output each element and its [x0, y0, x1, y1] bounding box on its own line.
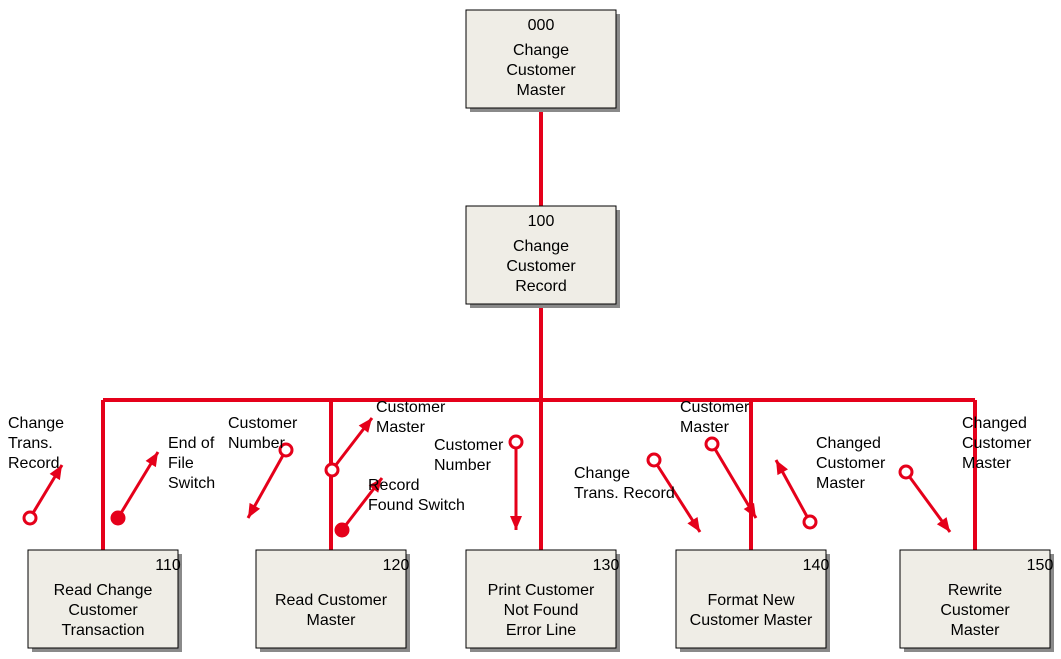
annotation-text: Customer	[962, 435, 1032, 452]
module-label: Customer	[506, 62, 576, 79]
data-couple-arrow-changed-cust-master-2	[900, 466, 950, 532]
module-label: Format New	[707, 592, 795, 609]
module-id: 100	[528, 213, 555, 230]
module-label: Record	[515, 278, 567, 295]
data-couple-label-record-found-switch: Record Found Switch	[368, 477, 465, 514]
module-box-000: 000 Change Customer Master	[466, 10, 620, 112]
module-label: Customer	[68, 602, 138, 619]
annotation-text: Customer	[680, 399, 750, 416]
annotation-text: Change	[574, 465, 630, 482]
annotation-text: Changed	[816, 435, 881, 452]
annotation-text: Change	[8, 415, 64, 432]
annotation-text: Master	[680, 419, 730, 436]
module-label: Print Customer	[488, 582, 595, 599]
annotation-text: Switch	[168, 475, 215, 492]
data-couple-arrow-change-trans-record-1	[24, 465, 62, 524]
annotation-text: Number	[434, 457, 492, 474]
data-couple-arrow-customer-number-1	[248, 444, 292, 518]
module-box-120: 120 Read Customer Master	[256, 550, 410, 652]
annotation-text: Changed	[962, 415, 1027, 432]
module-label: Not Found	[504, 602, 579, 619]
module-label: Transaction	[62, 622, 145, 639]
annotation-text: Master	[376, 419, 426, 436]
data-couple-arrow-end-of-file-switch	[112, 452, 158, 524]
module-box-130: 130 Print Customer Not Found Error Line	[466, 550, 620, 652]
annotation-text: Master	[962, 455, 1012, 472]
annotation-text: Customer	[816, 455, 886, 472]
annotation-text: Trans.	[8, 435, 53, 452]
annotation-text: File	[168, 455, 194, 472]
data-couple-arrow-customer-master-2	[706, 438, 756, 518]
module-label: Change	[513, 238, 569, 255]
module-box-140: 140 Format New Customer Master	[676, 550, 830, 652]
data-couple-label-change-trans-record-1: Change Trans. Record	[8, 415, 64, 472]
annotation-text: End of	[168, 435, 215, 452]
annotation-text: Trans. Record	[574, 485, 675, 502]
module-label: Change	[513, 42, 569, 59]
module-id: 000	[528, 17, 555, 34]
data-couple-arrow-changed-cust-master-1	[776, 460, 816, 528]
module-id: 120	[383, 557, 410, 574]
module-box-150: 150 Rewrite Customer Master	[900, 550, 1054, 652]
data-couple-arrow-customer-number-2	[510, 436, 522, 530]
module-label: Customer	[940, 602, 1010, 619]
module-label: Master	[951, 622, 1001, 639]
module-box-100: 100 Change Customer Record	[466, 206, 620, 308]
data-couple-label-customer-master-2: Customer Master	[680, 399, 750, 436]
module-label: Master	[517, 82, 567, 99]
module-label: Read Change	[54, 582, 153, 599]
data-couple-label-customer-master-1: Customer Master	[376, 399, 446, 436]
annotation-text: Record	[8, 455, 60, 472]
module-label: Error Line	[506, 622, 576, 639]
annotation-text: Customer	[376, 399, 446, 416]
module-label: Customer Master	[690, 612, 813, 629]
module-label: Rewrite	[948, 582, 1002, 599]
module-id: 150	[1027, 557, 1054, 574]
module-label: Read Customer	[275, 592, 388, 609]
annotation-text: Record	[368, 477, 420, 494]
data-couple-label-changed-cust-master-1: Changed Customer Master	[816, 435, 886, 492]
module-label: Customer	[506, 258, 576, 275]
module-label: Master	[307, 612, 357, 629]
data-couple-label-customer-number-2: Customer Number	[434, 437, 504, 474]
module-id: 130	[593, 557, 620, 574]
data-couple-label-changed-cust-master-2: Changed Customer Master	[962, 415, 1032, 472]
data-couple-label-end-of-file-switch: End of File Switch	[168, 435, 215, 492]
annotation-text: Found Switch	[368, 497, 465, 514]
annotation-text: Customer	[228, 415, 298, 432]
annotation-text: Number	[228, 435, 286, 452]
annotation-text: Customer	[434, 437, 504, 454]
module-id: 110	[155, 557, 181, 574]
annotation-text: Master	[816, 475, 866, 492]
module-id: 140	[803, 557, 830, 574]
module-box-110: 110Read Change Customer Transaction	[28, 550, 182, 652]
structure-chart: 000 Change Customer Master 100 Change Customer…	[0, 0, 1061, 659]
